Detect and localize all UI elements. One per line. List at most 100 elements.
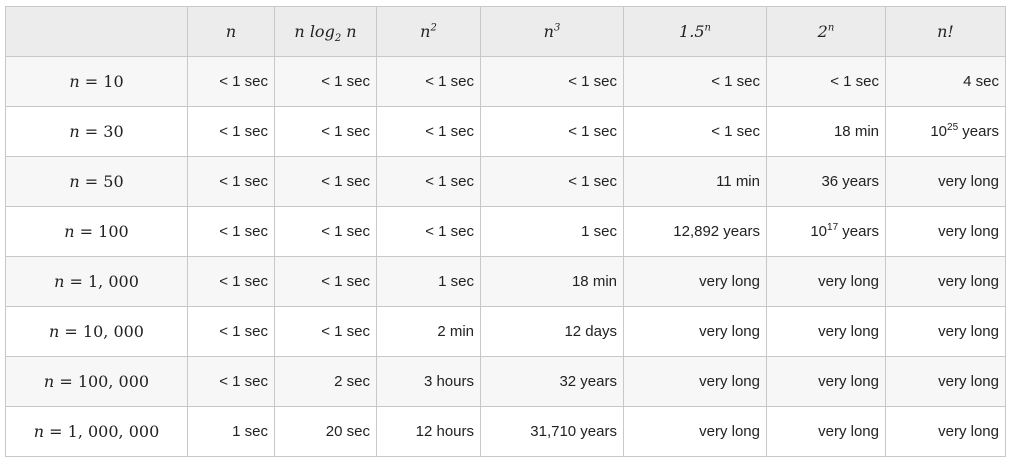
table-cell: very long (885, 256, 1006, 307)
table-cell: < 1 sec (187, 356, 275, 407)
table-cell: 12 days (480, 306, 624, 357)
table-cell: 18 min (480, 256, 624, 307)
table-row: n = 100, 000 < 1 sec 2 sec 3 hours 32 years v… (5, 356, 1006, 407)
row-header: n = 100 (5, 206, 188, 257)
table-cell: very long (623, 406, 767, 457)
column-header-superscript: n (704, 22, 711, 34)
row-header: n = 10 (5, 56, 188, 107)
row-header: n = 50 (5, 156, 188, 207)
column-header-n2: n2 (376, 6, 481, 57)
table-cell: 11 min (623, 156, 767, 207)
table-cell: < 1 sec (187, 306, 275, 357)
table-cell: < 1 sec (187, 206, 275, 257)
column-header-subscript: 2 (334, 33, 342, 45)
table-row: n = 10, 000 < 1 sec < 1 sec 2 min 12 days ver… (5, 306, 1006, 357)
table-cell: < 1 sec (274, 306, 377, 357)
table-cell: < 1 sec (376, 206, 481, 257)
table-row: n = 1, 000 < 1 sec < 1 sec 1 sec 18 min very … (5, 256, 1006, 307)
table-cell: < 1 sec (480, 56, 624, 107)
table-cell: 2 min (376, 306, 481, 357)
column-header-nlogn: n log2 n (274, 6, 377, 57)
row-header-value: = 30 (79, 122, 124, 141)
column-header-label: 1.5n (679, 22, 711, 41)
table-cell: 32 years (480, 356, 624, 407)
column-header-blank (5, 6, 188, 57)
table-cell: very long (623, 306, 767, 357)
table-cell: very long (766, 356, 886, 407)
table-cell: < 1 sec (623, 106, 767, 157)
row-header-value: = 1, 000, 000 (44, 422, 160, 441)
column-header-2n: 2n (766, 6, 886, 57)
table-cell: < 1 sec (376, 56, 481, 107)
row-header-variable: n (43, 372, 55, 391)
column-header-label: n log2 n (294, 22, 357, 45)
cell-unit: years (958, 123, 999, 140)
column-header-label: n (226, 22, 236, 41)
column-header-n3: n3 (480, 6, 624, 57)
column-header-superscript: 2 (430, 22, 437, 34)
table-cell: very long (766, 306, 886, 357)
row-header-variable: n (33, 422, 45, 441)
table-cell: very long (885, 306, 1006, 357)
table-cell: < 1 sec (274, 106, 377, 157)
table-row: n = 50 < 1 sec < 1 sec < 1 sec < 1 sec 11 min… (5, 156, 1006, 207)
column-header-base: n log (294, 22, 335, 41)
table-row: n = 30 < 1 sec < 1 sec < 1 sec < 1 sec < 1 se… (5, 106, 1006, 157)
column-header-nfact: n! (885, 6, 1006, 57)
cell-unit: years (838, 223, 879, 240)
table-cell: very long (623, 256, 767, 307)
table-cell: < 1 sec (623, 56, 767, 107)
column-header-label: n3 (544, 22, 561, 41)
cell-base: 10 (930, 123, 948, 140)
table-cell: < 1 sec (274, 56, 377, 107)
column-header-tail: n (341, 22, 357, 41)
column-header-label: n2 (420, 22, 437, 41)
column-header-base: n! (937, 22, 954, 41)
row-header-value: = 50 (79, 172, 124, 191)
table-cell: < 1 sec (274, 156, 377, 207)
row-header-variable: n (64, 222, 75, 241)
table-cell: 1017 years (766, 206, 886, 257)
column-header-1.5n: 1.5n (623, 6, 767, 57)
table-cell: 12,892 years (623, 206, 767, 257)
table-cell: < 1 sec (766, 56, 886, 107)
table-cell: very long (766, 256, 886, 307)
table-cell: 1 sec (376, 256, 481, 307)
cell-exponent: 25 (947, 122, 959, 133)
table-cell: 12 hours (376, 406, 481, 457)
table-cell: < 1 sec (376, 156, 481, 207)
row-header-variable: n (69, 172, 80, 191)
table-cell: < 1 sec (274, 206, 377, 257)
cell-base: 10 (810, 223, 828, 240)
table-cell: very long (885, 156, 1006, 207)
row-header-variable: n (54, 272, 65, 291)
column-header-base: n (225, 22, 237, 41)
column-header-superscript: n (827, 22, 835, 34)
row-header: n = 1, 000, 000 (5, 406, 188, 457)
column-header-base: n (543, 22, 554, 41)
table-cell: 20 sec (274, 406, 377, 457)
row-header: n = 100, 000 (5, 356, 188, 407)
table-cell: < 1 sec (480, 156, 624, 207)
table-cell: 3 hours (376, 356, 481, 407)
row-header: n = 1, 000 (5, 256, 188, 307)
table-cell: < 1 sec (480, 106, 624, 157)
table-cell: < 1 sec (187, 106, 275, 157)
table-cell: 18 min (766, 106, 886, 157)
table-row: n = 1, 000, 000 1 sec 20 sec 12 hours 31,710… (5, 406, 1006, 457)
table-cell: < 1 sec (187, 56, 275, 107)
table-cell: < 1 sec (274, 256, 377, 307)
row-header-value: = 100 (74, 222, 129, 241)
table-cell: 31,710 years (480, 406, 624, 457)
column-header-base: 1.5 (679, 22, 705, 41)
table-cell: 1 sec (187, 406, 275, 457)
table-cell: very long (885, 206, 1006, 257)
row-header-value: = 10, 000 (59, 322, 144, 341)
row-header: n = 10, 000 (5, 306, 188, 357)
row-header-variable: n (69, 72, 80, 91)
table-cell: very long (885, 356, 1006, 407)
table-cell: < 1 sec (187, 156, 275, 207)
table-cell: very long (766, 406, 886, 457)
